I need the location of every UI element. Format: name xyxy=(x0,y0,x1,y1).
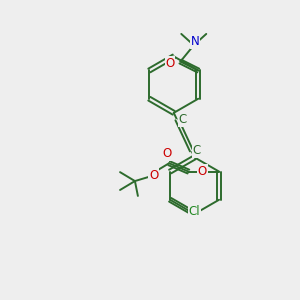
Text: Cl: Cl xyxy=(189,205,200,218)
Text: C: C xyxy=(178,113,186,126)
Text: C: C xyxy=(193,144,201,157)
Text: O: O xyxy=(149,169,158,182)
Text: O: O xyxy=(165,57,175,70)
Text: O: O xyxy=(162,147,172,160)
Text: N: N xyxy=(191,35,200,48)
Text: O: O xyxy=(198,165,207,178)
